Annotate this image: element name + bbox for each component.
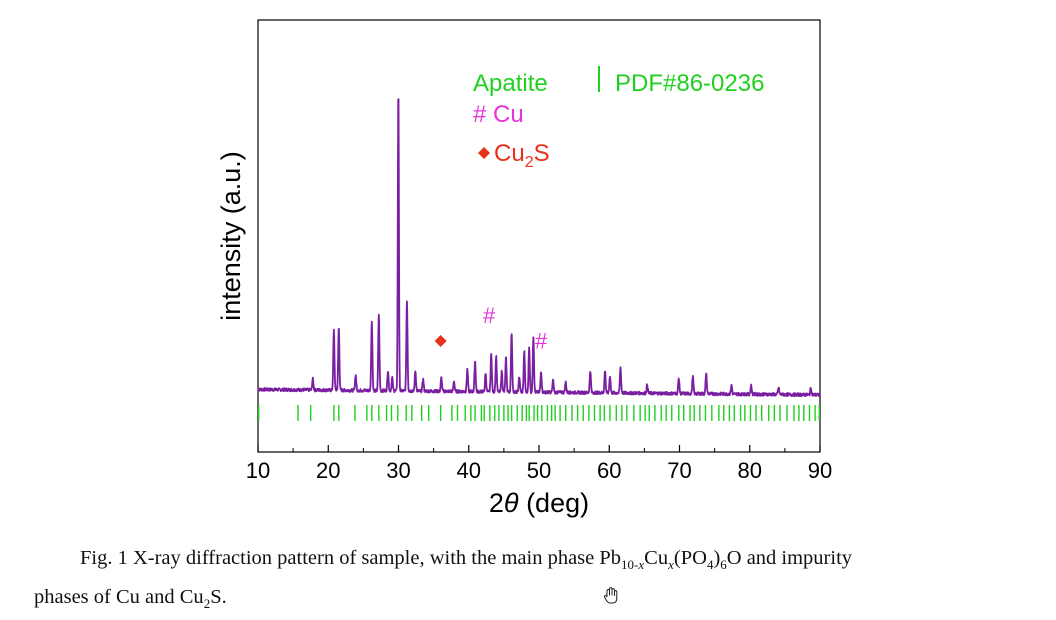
legend: Apatite PDF#86-0236 # Cu Cu2S [473,66,764,171]
x-tick-label: 90 [808,458,832,483]
y-axis-label: intensity (a.u.) [216,151,246,321]
x-tick-label: 10 [246,458,270,483]
x-tick-label: 80 [738,458,762,483]
curve-layer [257,98,821,398]
figure-caption: Fig. 1 X-ray diffraction pattern of samp… [34,542,1034,620]
cu2s-marker [434,334,447,347]
xrd-curve [257,98,821,398]
x-tick-label: 40 [457,458,481,483]
x-tick-label: 70 [667,458,691,483]
reference-lines [258,405,820,421]
cu-marker: # [535,328,548,353]
legend-apatite: Apatite [473,70,548,97]
cu-marker: # [483,303,496,328]
x-tick-label: 20 [316,458,340,483]
x-ticks: 10 20 30 40 50 60 70 80 90 [246,445,832,483]
legend-cu: # Cu [473,101,524,128]
caption-line-1: Fig. 1 X-ray diffraction pattern of samp… [80,547,853,573]
diamond-icon [478,147,490,159]
hand-cursor-icon [603,587,618,604]
marker-layer: ## [434,303,548,353]
x-tick-label: 30 [386,458,410,483]
legend-pdf: PDF#86-0236 [615,70,764,97]
caption-line-2: phases of Cu and Cu2S. [34,586,227,612]
legend-cu2s: Cu2S [494,140,550,171]
x-tick-label: 60 [597,458,621,483]
x-axis-label: 2θ (deg) [489,488,589,518]
x-tick-label: 50 [527,458,551,483]
